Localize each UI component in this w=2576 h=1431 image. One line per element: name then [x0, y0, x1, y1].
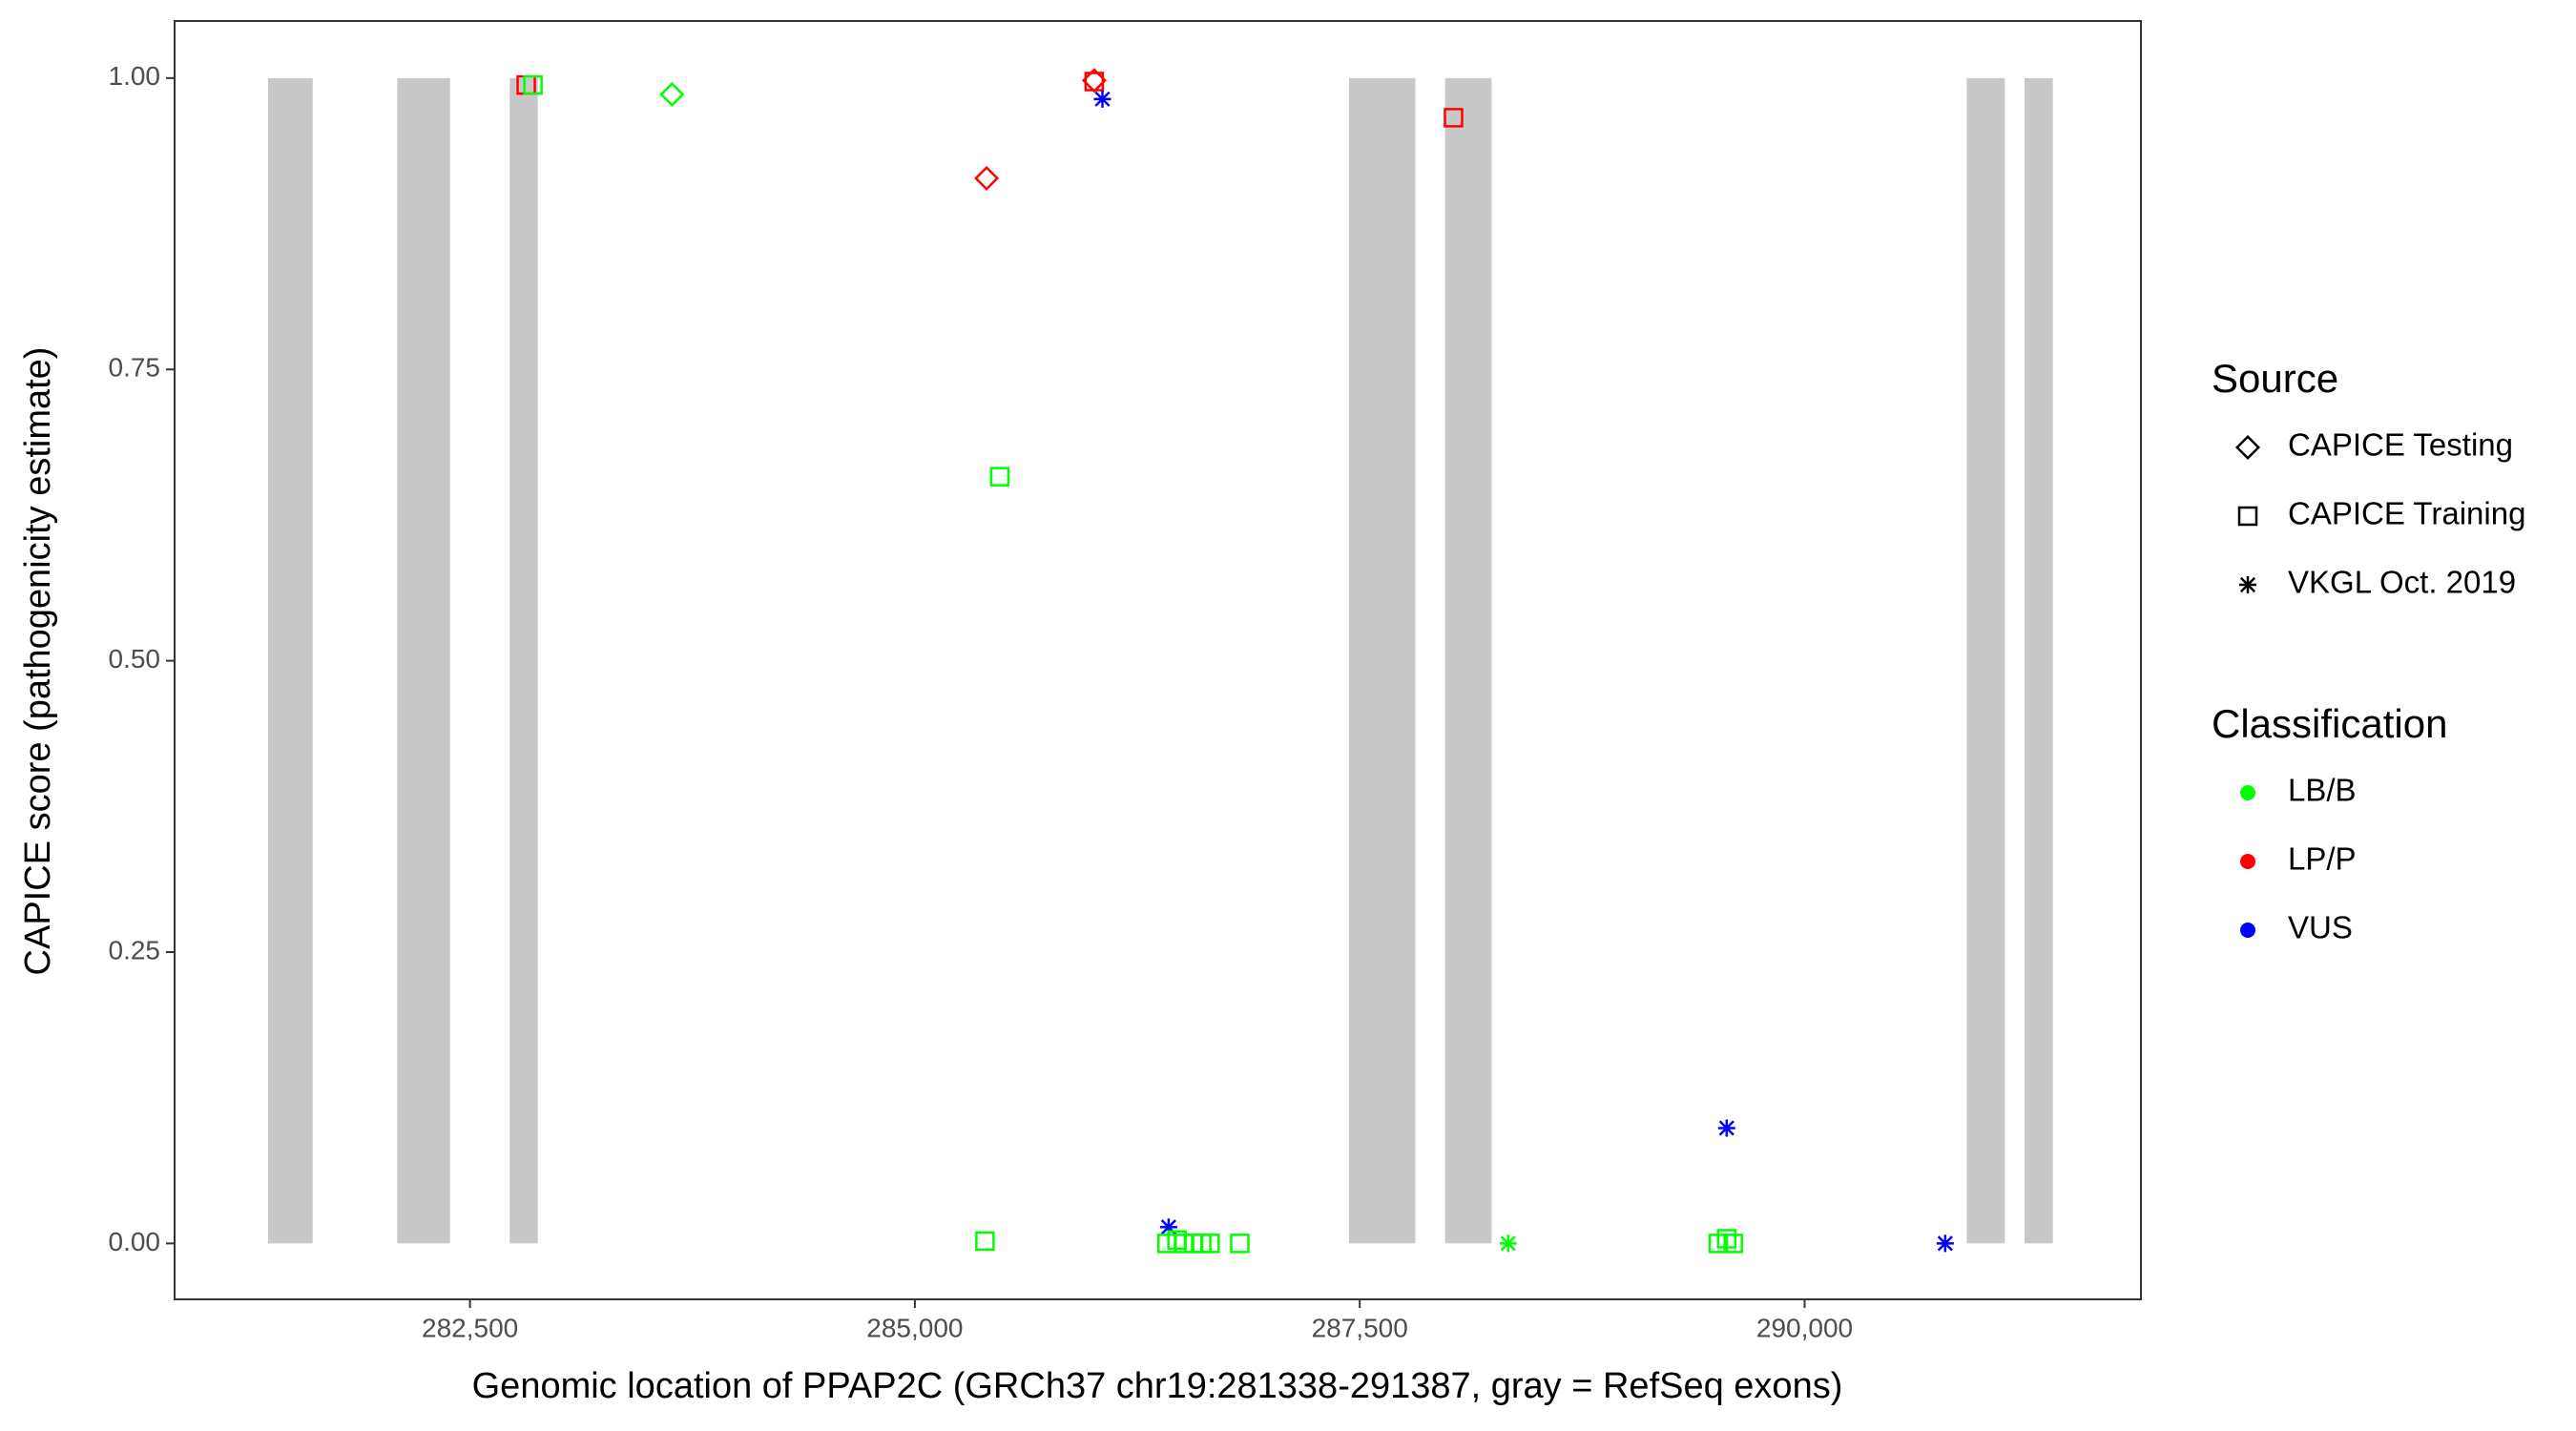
legend-label: CAPICE Testing	[2288, 427, 2513, 463]
y-tick-label: 1.00	[109, 61, 161, 91]
y-tick-label: 0.00	[109, 1227, 161, 1256]
legend-symbol	[2237, 506, 2258, 527]
exon	[1444, 77, 1492, 1244]
point	[1936, 1234, 1954, 1253]
point	[1230, 1234, 1250, 1254]
point	[1499, 1234, 1517, 1253]
y-axis-title: CAPICE score (pathogenicity estimate)	[18, 347, 58, 976]
legend-label: LB/B	[2288, 773, 2357, 808]
exon	[2025, 77, 2053, 1244]
plot-border	[174, 20, 2142, 1300]
y-tick-label: 0.25	[109, 935, 161, 964]
point	[975, 1231, 995, 1252]
exon	[267, 77, 313, 1244]
legend-symbol	[2240, 854, 2255, 869]
exon	[1349, 77, 1416, 1244]
legend-label: VKGL Oct. 2019	[2288, 565, 2516, 600]
point	[1717, 1119, 1735, 1137]
legend-symbol	[2239, 576, 2256, 593]
exon	[1966, 77, 2005, 1244]
point	[1444, 108, 1464, 128]
point	[989, 467, 1010, 487]
y-tick-label: 0.75	[109, 353, 161, 383]
x-axis-title: Genomic location of PPAP2C (GRCh37 chr19…	[472, 1366, 1843, 1406]
point	[1159, 1218, 1177, 1236]
point	[659, 81, 685, 107]
exon	[397, 77, 450, 1244]
point	[1093, 90, 1111, 108]
point	[523, 74, 543, 95]
point	[974, 165, 1000, 191]
y-tick-label: 0.50	[109, 644, 161, 674]
exon	[509, 77, 538, 1244]
x-tick-label: 282,500	[422, 1313, 518, 1342]
legend-symbol	[2234, 434, 2261, 461]
point	[1081, 68, 1107, 93]
legend-symbol	[2240, 923, 2255, 938]
x-tick-label: 290,000	[1756, 1313, 1853, 1342]
point	[1200, 1234, 1220, 1254]
x-tick-label: 287,500	[1312, 1313, 1408, 1342]
legend-label: LP/P	[2288, 841, 2357, 877]
legend-label: VUS	[2288, 910, 2353, 945]
point	[1723, 1234, 1743, 1254]
legend-title: Classification	[2212, 701, 2447, 746]
point	[1716, 1229, 1737, 1249]
legend-title: Source	[2212, 356, 2338, 401]
legend-symbol	[2240, 785, 2255, 800]
legend-label: CAPICE Training	[2288, 496, 2525, 531]
x-tick-label: 285,000	[866, 1313, 963, 1342]
